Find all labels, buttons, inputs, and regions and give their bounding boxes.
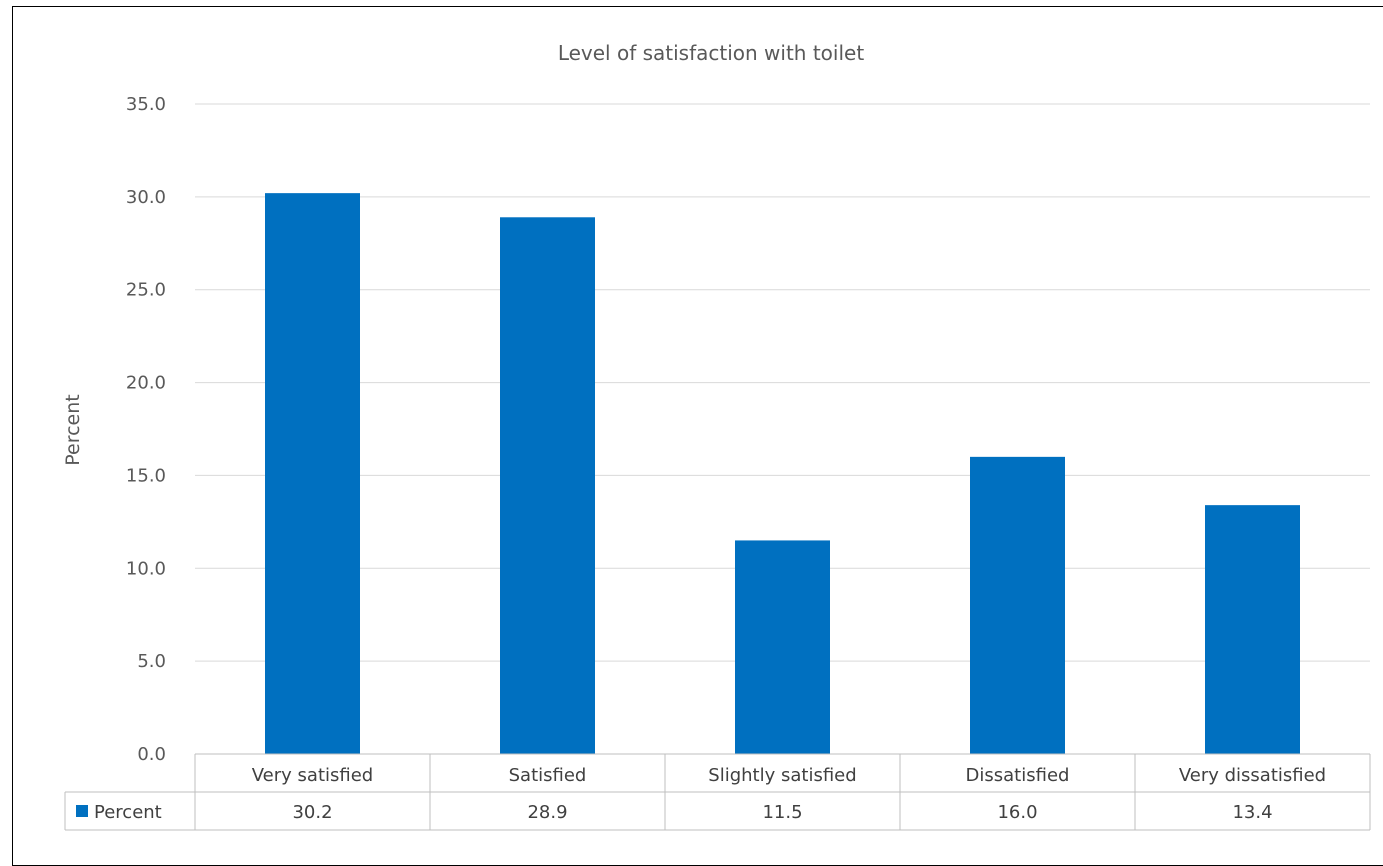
category-label: Very dissatisfied — [1179, 765, 1326, 786]
category-label: Dissatisfied — [966, 765, 1070, 786]
category-label: Very satisfied — [252, 765, 373, 786]
bars — [265, 193, 1300, 755]
bar — [500, 217, 595, 755]
data-value-label: 28.9 — [527, 802, 567, 823]
y-tick-label: 35.0 — [126, 94, 166, 115]
bar — [970, 456, 1065, 754]
bar — [1205, 505, 1300, 754]
chart-frame — [12, 6, 1383, 866]
y-tick-label: 5.0 — [137, 651, 166, 672]
y-tick-label: 20.0 — [126, 373, 166, 394]
data-value-label: 13.4 — [1232, 802, 1272, 823]
y-axis-label: Percent — [62, 394, 84, 466]
category-label: Slightly satisfied — [708, 765, 856, 786]
chart-title: Level of satisfaction with toilet — [558, 41, 865, 65]
y-tick-label: 10.0 — [126, 558, 166, 579]
y-tick-label: 15.0 — [126, 465, 166, 486]
data-value-label: 11.5 — [762, 802, 802, 823]
y-tick-label: 0.0 — [137, 744, 166, 765]
y-tick-label: 25.0 — [126, 280, 166, 301]
legend-series-label: Percent — [94, 802, 162, 823]
data-value-label: 30.2 — [292, 802, 332, 823]
data-table: Very satisfied Satisfied Slightly satisfie… — [64, 753, 1371, 831]
y-tick-label: 30.0 — [126, 187, 166, 208]
bar — [735, 540, 830, 754]
legend-swatch — [76, 805, 88, 817]
y-tick-labels: 0.0 5.0 10.0 15.0 20.0 25.0 30.0 35.0 — [126, 94, 166, 765]
data-value-label: 16.0 — [997, 802, 1037, 823]
category-label: Satisfied — [509, 765, 587, 786]
bar — [265, 193, 360, 755]
